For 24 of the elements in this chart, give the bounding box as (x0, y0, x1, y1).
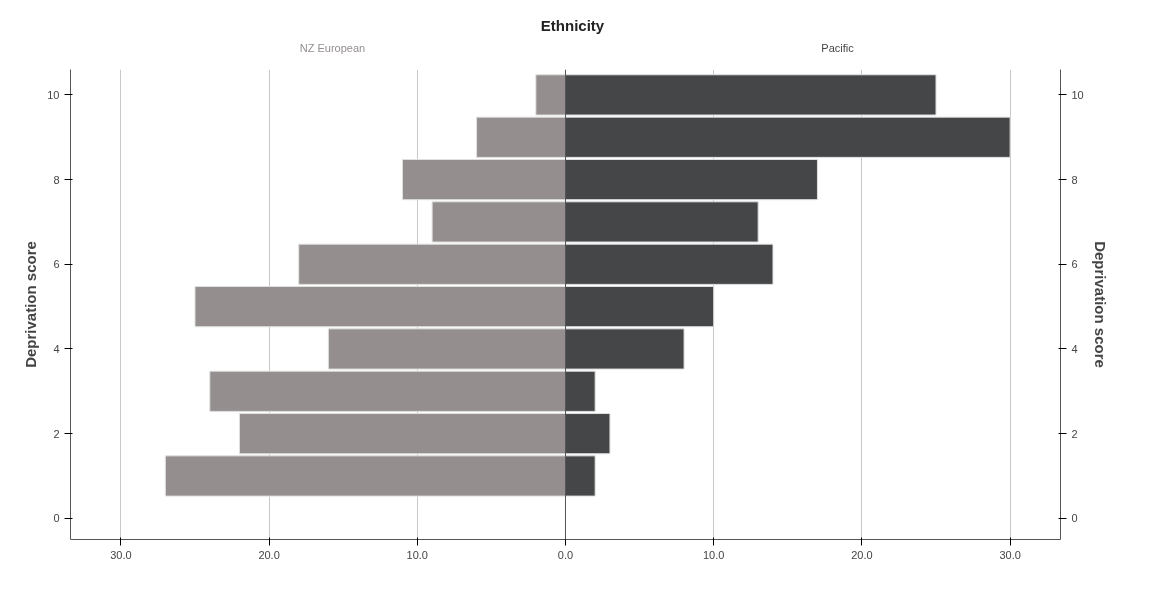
y-tick-label: 8 (53, 173, 60, 186)
x-tick-label: 20.0 (258, 548, 280, 561)
y-axis-title: Deprivation score (22, 241, 40, 368)
y-tick-label: 0 (53, 512, 60, 525)
y2-tick-label: 8 (1071, 173, 1078, 186)
y2-tick-label: 0 (1071, 512, 1078, 525)
series-label: Pacific (821, 41, 854, 56)
y2-tick-label: 6 (1071, 258, 1078, 271)
y2-axis-title: Deprivation score (1091, 241, 1109, 368)
x-tick-label: 10.0 (703, 548, 725, 561)
y-tick-label: 2 (53, 427, 60, 440)
y2-tick-label: 4 (1071, 342, 1078, 355)
x-tick-label: 0.0 (557, 548, 574, 561)
text: NZ European (299, 41, 366, 56)
y2-tick-label: 2 (1071, 427, 1078, 440)
x-tick-label: 10.0 (406, 548, 429, 561)
x-tick-label: 30.0 (999, 548, 1021, 561)
x-tick-label: 20.0 (851, 548, 873, 561)
y-tick-label: 6 (53, 258, 60, 271)
y-tick-label: 10 (47, 88, 60, 101)
y2-tick-label: 10 (1071, 88, 1084, 101)
y-tick-label: 4 (53, 342, 60, 355)
x-tick-label: 30.0 (110, 548, 132, 561)
chart-title: Ethnicity (540, 16, 605, 36)
